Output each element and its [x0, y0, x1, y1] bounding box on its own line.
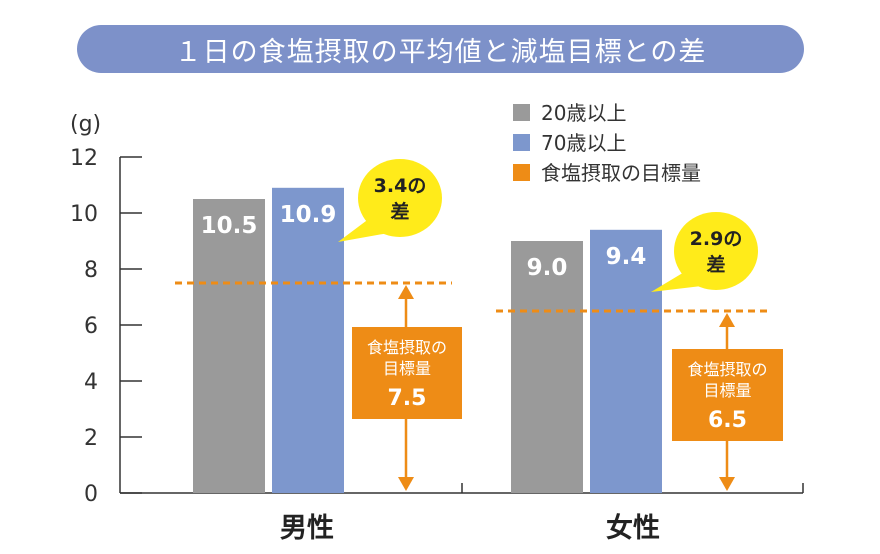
y-tick-label: 8: [84, 258, 98, 283]
target-box: [672, 349, 783, 441]
category-label: 女性: [606, 512, 660, 544]
target-box-label-line1: 食塩摂取の: [687, 360, 767, 379]
target-arrow-head-down: [398, 477, 414, 491]
target-box-label-line1: 食塩摂取の: [367, 338, 447, 357]
y-axis-unit-label: (g): [70, 112, 101, 137]
difference-value: 2.9の: [690, 228, 743, 250]
category-label: 男性: [280, 513, 334, 544]
legend-age20-label: 20歳以上: [541, 101, 626, 125]
y-tick-label: 0: [84, 482, 98, 507]
chart-title: １日の食塩摂取の平均値と減塩目標との差: [77, 25, 804, 73]
difference-label: 差: [390, 200, 409, 223]
y-tick-label: 2: [84, 426, 98, 451]
target-box-label-line2: 目標量: [703, 381, 751, 400]
bar-age20-0: [193, 199, 265, 493]
difference-value: 3.4の: [374, 175, 427, 197]
target-box: [352, 327, 462, 419]
target-box-value: 6.5: [708, 408, 747, 433]
legend-target-label: 食塩摂取の目標量: [541, 161, 701, 185]
difference-bubble: [674, 212, 758, 290]
bar-age70-0: [272, 187, 344, 494]
y-tick-label: 10: [70, 202, 98, 227]
legend-age20-swatch: [513, 104, 530, 121]
legend-age70-swatch: [513, 134, 530, 151]
target-arrow-head-up: [719, 313, 735, 327]
difference-bubble: [358, 159, 442, 237]
difference-bubble-tail: [651, 271, 710, 292]
y-tick-label: 12: [70, 146, 98, 171]
bar-age70-1: [590, 229, 662, 494]
bar-age20-1: [511, 241, 583, 493]
bar-data-label: 9.4: [606, 244, 647, 270]
bar-data-label: 10.9: [280, 202, 337, 228]
legend-target-swatch: [513, 164, 530, 181]
target-arrow-head-down: [719, 477, 735, 491]
difference-label: 差: [706, 253, 725, 276]
target-box-value: 7.5: [388, 386, 427, 411]
y-tick-label: 4: [84, 370, 98, 395]
bar-data-label: 9.0: [527, 255, 568, 281]
bar-data-label: 10.5: [201, 213, 258, 239]
y-tick-label: 6: [84, 314, 98, 339]
target-box-label-line2: 目標量: [383, 359, 431, 378]
target-arrow-head-up: [398, 285, 414, 299]
legend-age70-label: 70歳以上: [541, 131, 626, 155]
